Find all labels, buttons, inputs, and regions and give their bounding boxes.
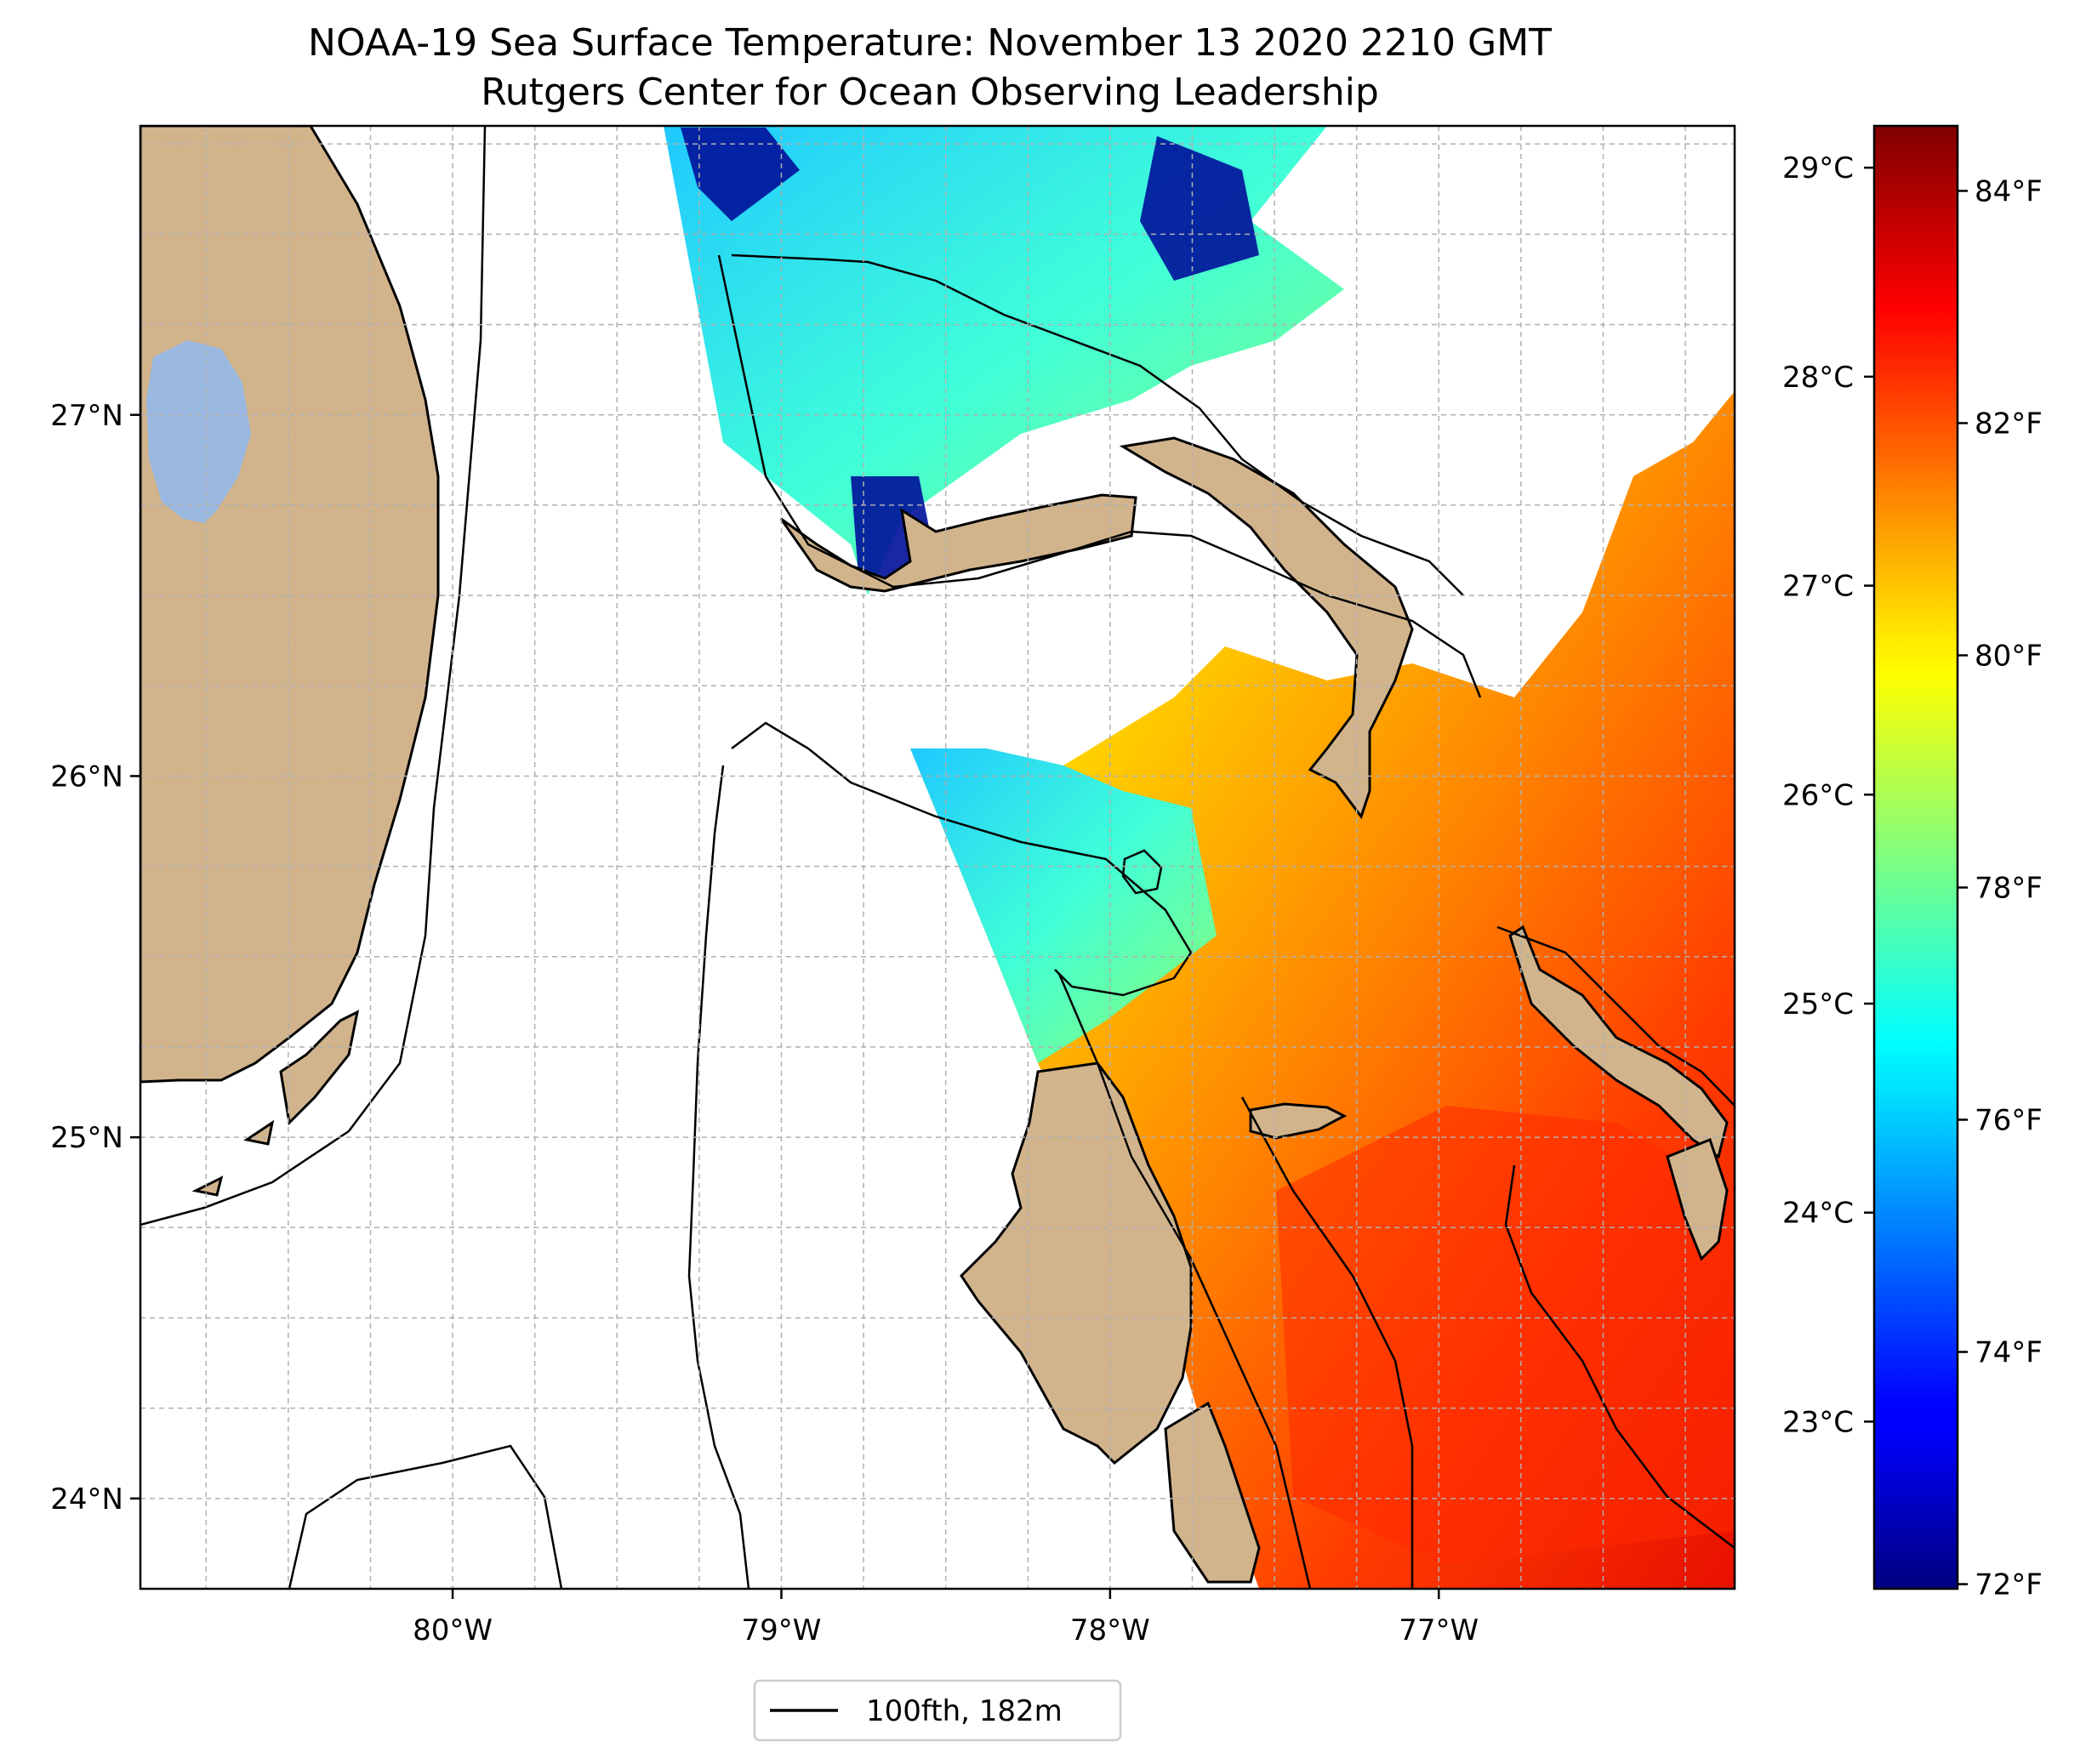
colorbar-c-tick-label: 23°C [1782,1405,1854,1439]
y-tick-label: 25°N [50,1121,123,1155]
x-tick-label: 77°W [1399,1613,1479,1647]
berry-islands-outline [1121,849,1163,895]
colorbar-c-tick-label: 27°C [1782,570,1854,604]
sst-cold-patch [681,128,1259,587]
map-subtitle: Rutgers Center for Ocean Observing Leade… [481,71,1379,114]
colorbar-celsius-ticks: 29°C 28°C 27°C 26°C 25°C 24°C 23°C [1782,151,1874,1439]
andros-land [960,1061,1193,1465]
colorbar-fahrenheit-ticks: 84°F 82°F 80°F 78°F 76°F 74°F 72°F [1958,174,2043,1602]
legend-box [753,1679,1122,1742]
eleuthera-land [1508,925,1729,1159]
grand-bahama-land [779,493,1137,593]
colorbar-c-tick-label: 24°C [1782,1197,1854,1231]
y-axis-ticks: 24°N 25°N 26°N 27°N [50,399,140,1516]
sst-swath-mid-cool [910,748,1217,1063]
y-tick-label: 27°N [50,399,123,433]
lake-okeechobee [146,340,251,523]
abaco-land [1119,436,1414,820]
colorbar-f-tick-label: 82°F [1975,407,2043,441]
colorbar-f-tick-label: 74°F [1975,1336,2043,1370]
map-frame [139,124,1736,1590]
gridlines [140,126,1735,1589]
sst-warm-core [1276,1106,1735,1565]
colorbar-f-tick-label: 80°F [1975,639,2043,673]
exuma-cays [1666,1138,1729,1261]
colorbar-c-tick-label: 25°C [1782,987,1854,1021]
colorbar-c-tick-label: 28°C [1782,361,1854,395]
x-tick-label: 78°W [1070,1613,1150,1647]
legend-label: 100fth, 182m [866,1694,1063,1728]
colorbar-f-tick-label: 72°F [1975,1568,2043,1602]
x-tick-label: 79°W [742,1613,822,1647]
legend: 100fth, 182m [753,1679,1122,1742]
colorbar-f-tick-label: 84°F [1975,174,2043,208]
map-title: NOAA-19 Sea Surface Temperature: Novembe… [308,21,1552,65]
colorbar-f-tick-label: 76°F [1975,1104,2043,1138]
y-tick-label: 26°N [50,760,123,794]
x-tick-label: 80°W [413,1613,493,1647]
bathymetry-contour-100fth [140,126,1735,1589]
map-panel [140,126,1735,1589]
x-axis-ticks: 80°W 79°W 78°W 77°W [413,1589,1479,1647]
colorbar [1872,124,1959,1590]
colorbar-c-tick-label: 29°C [1782,151,1854,185]
colorbar-f-tick-label: 78°F [1975,871,2043,905]
colorbar-c-tick-label: 26°C [1782,778,1854,812]
y-tick-label: 24°N [50,1482,123,1516]
andros-south-cays [1164,1401,1261,1584]
